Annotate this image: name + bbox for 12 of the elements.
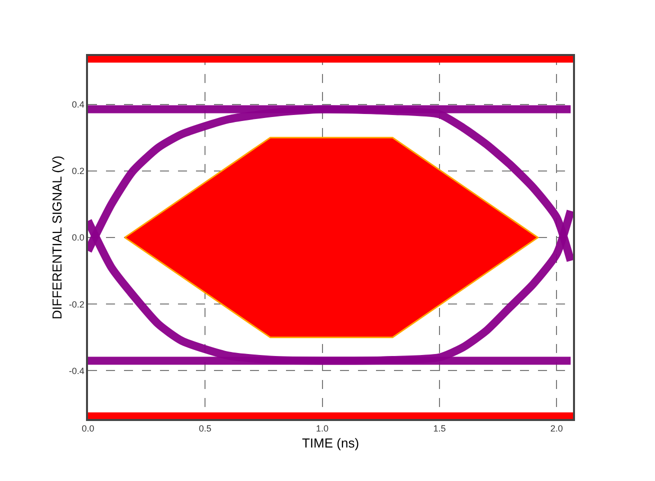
x-tick-label: 1.5 — [433, 424, 446, 434]
x-tick-label: 0.0 — [82, 424, 94, 434]
x-tick-label: 1.0 — [316, 424, 329, 434]
x-tick-label: 2.0 — [550, 424, 563, 434]
y-tick-label: 0.0 — [72, 232, 84, 243]
x-tick-label: 0.5 — [198, 424, 212, 434]
y-axis-title: DIFFERENTIAL SIGNAL (V) — [49, 156, 64, 320]
y-tick-label: 0.4 — [72, 99, 84, 110]
x-axis-title: TIME (ns) — [302, 436, 360, 451]
y-tick-label: 0.2 — [72, 166, 84, 176]
y-tick-label: -0.4 — [68, 366, 84, 376]
y-tick-label: -0.2 — [68, 299, 84, 310]
